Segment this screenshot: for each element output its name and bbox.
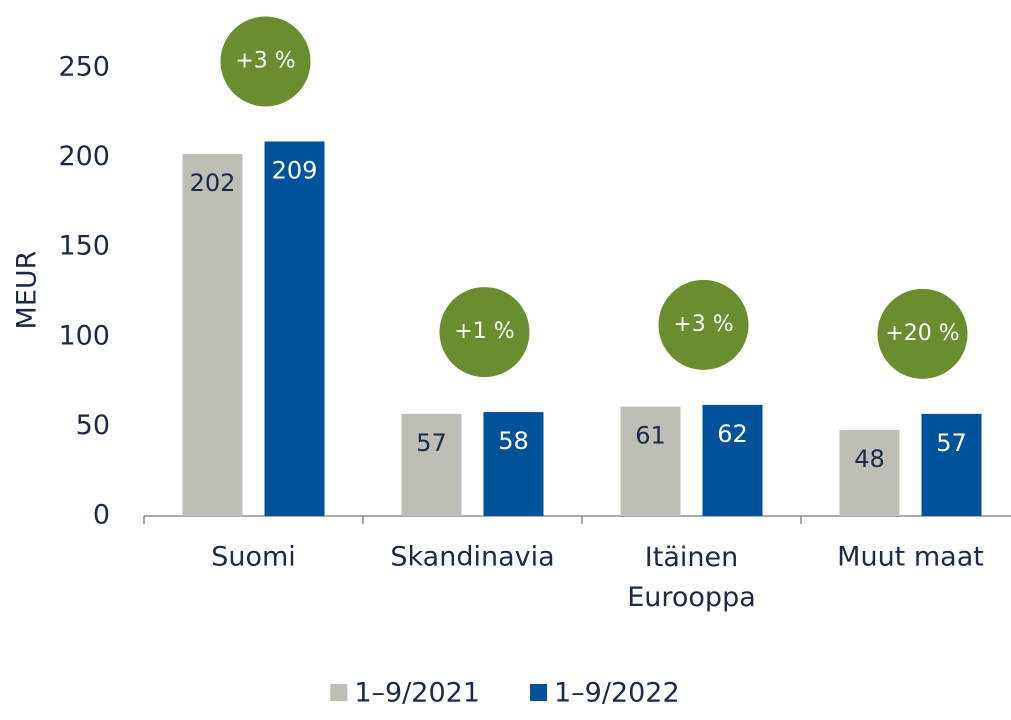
- legend-label: 1–9/2022: [554, 678, 680, 709]
- bar: [839, 429, 900, 516]
- bar: [921, 413, 982, 516]
- y-tick-label: 200: [58, 141, 110, 172]
- legend-label: 1–9/2021: [354, 678, 480, 709]
- annotation-badge: [658, 279, 749, 370]
- annotation: +20 %: [885, 321, 959, 346]
- annotation: +3 %: [235, 48, 295, 73]
- data-label: 57: [416, 429, 447, 457]
- annotation-badge: [439, 287, 530, 378]
- data-label: 202: [190, 169, 236, 197]
- bar: [483, 412, 544, 516]
- bar: [620, 406, 681, 516]
- data-label: 209: [272, 156, 318, 184]
- data-label: 62: [717, 420, 748, 448]
- annotation: +1 %: [454, 319, 514, 344]
- y-tick-label: 0: [93, 500, 110, 531]
- legend-swatch: [530, 684, 547, 701]
- bar: [702, 404, 763, 516]
- data-label: 61: [635, 422, 666, 450]
- bar: [182, 154, 243, 517]
- x-tick-label: Itäinen Eurooppa: [627, 542, 756, 613]
- y-tick-label: 50: [76, 410, 110, 441]
- x-tick-label: Skandinavia: [390, 542, 554, 573]
- annotation-badge: [877, 288, 968, 379]
- x-tick-label: Muut maat: [837, 542, 984, 573]
- x-tick-label: Suomi: [211, 542, 296, 573]
- annotation: +3 %: [673, 312, 733, 337]
- data-label: 58: [498, 427, 529, 455]
- data-label: 48: [854, 445, 885, 473]
- y-tick-label: 100: [58, 320, 110, 351]
- y-axis-label: MEUR: [12, 251, 43, 330]
- y-tick-label: 150: [58, 231, 110, 262]
- data-label: 57: [936, 429, 967, 457]
- legend-swatch: [330, 684, 348, 701]
- bar: [401, 413, 462, 516]
- legend: 1–9/2021 1–9/2022: [330, 678, 680, 709]
- annotation-badge: [220, 16, 311, 107]
- y-tick-label: 250: [58, 52, 110, 83]
- bar: [264, 141, 325, 517]
